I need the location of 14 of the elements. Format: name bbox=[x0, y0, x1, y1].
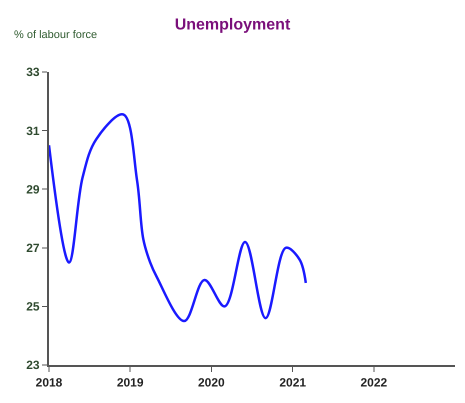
chart-title: Unemployment bbox=[174, 16, 291, 34]
x-tick-label: 2019 bbox=[116, 375, 144, 390]
y-tick-label: 27 bbox=[26, 241, 40, 255]
line-series bbox=[49, 113, 308, 322]
x-tick-label: 2021 bbox=[279, 375, 306, 390]
y-tick-label: 25 bbox=[26, 300, 40, 314]
y-axis-title: % of labour force bbox=[14, 29, 98, 41]
x-tick-label: 2022 bbox=[360, 375, 388, 390]
y-tick-label: 31 bbox=[26, 124, 40, 138]
y-tick-label: 29 bbox=[26, 182, 40, 196]
y-tick-label: 23 bbox=[26, 358, 40, 372]
y-tick-label: 33 bbox=[26, 65, 40, 80]
x-tick-label: 2018 bbox=[36, 375, 63, 390]
x-tick-label: 2020 bbox=[198, 375, 225, 390]
